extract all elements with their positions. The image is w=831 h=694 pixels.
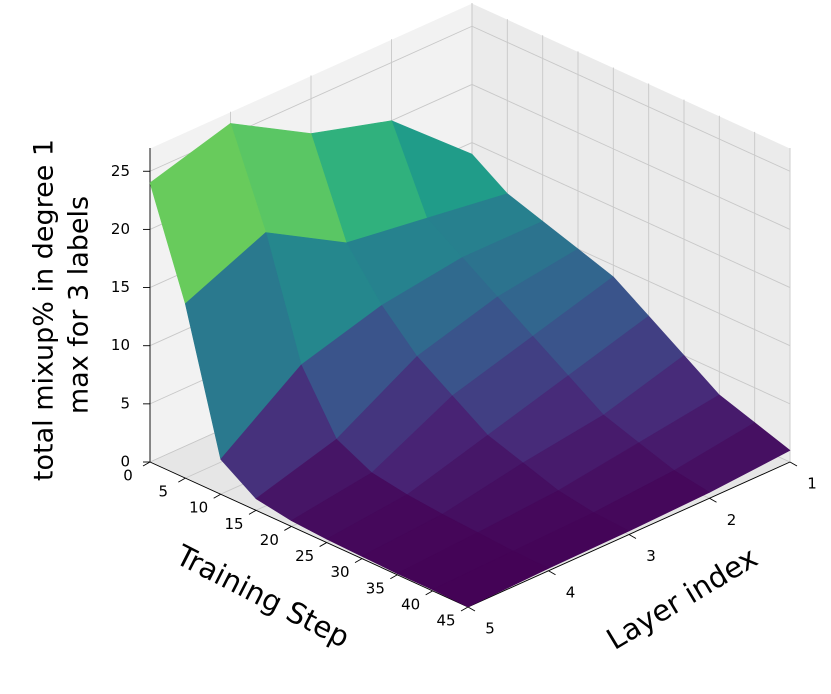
x-tick-label: 0: [123, 467, 133, 485]
x-tick: [460, 606, 469, 612]
grid-line: [471, 25, 791, 172]
y-tick: [789, 461, 798, 467]
x-tick: [390, 574, 398, 580]
x-tick-label: 35: [366, 579, 385, 597]
z-axis-label: max for 3 labels: [64, 196, 95, 414]
z-tick-label: 20: [111, 220, 130, 238]
x-tick: [284, 526, 292, 531]
y-tick: [709, 497, 717, 503]
z-tick-label: 10: [111, 336, 130, 354]
surface-patch: [432, 550, 549, 608]
y-tick: [467, 606, 476, 612]
x-tick-label: 25: [295, 547, 314, 565]
x-axis-label: Training Step: [170, 538, 355, 655]
y-tick-label: 1: [807, 475, 817, 493]
x-tick: [142, 461, 151, 467]
x-tick-label: 30: [330, 563, 349, 581]
y-tick-label: 5: [485, 620, 495, 638]
x-tick-label: 10: [189, 499, 208, 517]
x-tick: [354, 558, 363, 564]
x-tick: [178, 477, 186, 483]
x-tick-label: 15: [224, 515, 243, 533]
x-tick-label: 40: [401, 595, 420, 613]
z-axis-label: total mixup% in degree 1: [29, 139, 60, 481]
x-tick-label: 5: [159, 483, 169, 501]
x-tick-label: 45: [436, 612, 455, 630]
y-tick-label: 2: [727, 511, 737, 529]
grid-line: [471, 83, 791, 230]
x-tick-label: 20: [260, 531, 279, 549]
z-tick-label: 5: [120, 394, 130, 412]
z-tick-label: 25: [111, 162, 130, 180]
z-tick-label: 0: [120, 453, 130, 471]
y-axis-label: Layer index: [601, 540, 764, 656]
grid-line: [471, 142, 791, 288]
x-tick: [319, 542, 327, 547]
x-tick: [248, 509, 257, 515]
y-tick: [628, 534, 637, 539]
y-tick-label: 4: [566, 583, 576, 601]
x-tick: [425, 590, 433, 596]
x-tick: [213, 493, 221, 499]
x-axis-line: [149, 461, 469, 608]
y-tick: [548, 570, 556, 576]
z-tick-label: 15: [111, 278, 130, 296]
y-tick-label: 3: [646, 547, 656, 565]
